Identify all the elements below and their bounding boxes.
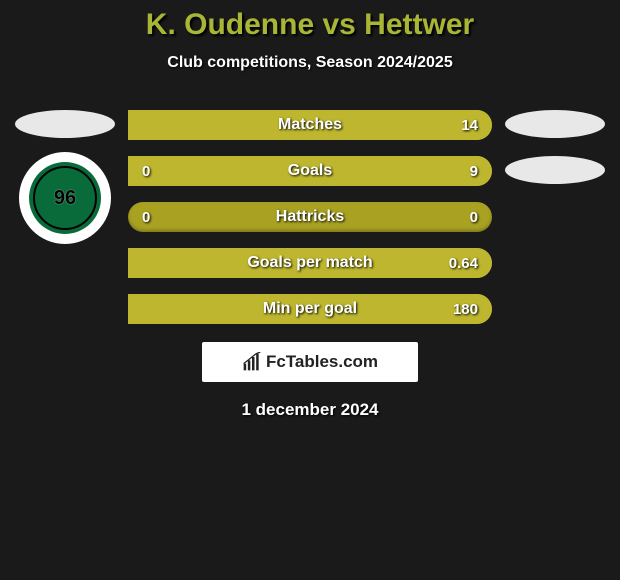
stat-value-right: 9 [470, 163, 478, 180]
comparison-row: 96 14 Matches 0 9 Goals 0 0 Hattricks 0.64 Goals … [0, 110, 620, 324]
stat-label: Min per goal [263, 300, 357, 318]
stat-bars: 14 Matches 0 9 Goals 0 0 Hattricks 0.64 Goals per… [120, 110, 500, 324]
date-text: 1 december 2024 [0, 400, 620, 420]
right-player-col [500, 110, 610, 184]
club-badge-text: 96 [54, 187, 76, 210]
stat-value-right: 180 [453, 301, 478, 318]
left-player-col: 96 [10, 110, 120, 240]
stat-label: Goals per match [247, 254, 372, 272]
stat-bar: 14 Matches [128, 110, 492, 140]
stat-bar: 180 Min per goal [128, 294, 492, 324]
stat-label: Matches [278, 116, 342, 134]
stat-bar: 0 0 Hattricks [128, 202, 492, 232]
chart-icon [242, 352, 262, 372]
stat-value-left: 0 [142, 163, 150, 180]
brand-badge: FcTables.com [202, 342, 418, 382]
comparison-card: K. Oudenne vs Hettwer Club competitions,… [0, 0, 620, 420]
stat-bar: 0.64 Goals per match [128, 248, 492, 278]
stat-value-right: 0 [470, 209, 478, 226]
page-title: K. Oudenne vs Hettwer [0, 8, 620, 42]
club-badge-left: 96 [23, 156, 107, 240]
player-photo-placeholder-right-1 [505, 110, 605, 138]
stat-label: Hattricks [276, 208, 344, 226]
subtitle: Club competitions, Season 2024/2025 [0, 54, 620, 72]
player-photo-placeholder-left [15, 110, 115, 138]
stat-value-right: 0.64 [449, 255, 478, 272]
stat-value-left: 0 [142, 209, 150, 226]
stat-value-right: 14 [461, 117, 478, 134]
player-photo-placeholder-right-2 [505, 156, 605, 184]
stat-bar: 0 9 Goals [128, 156, 492, 186]
brand-text: FcTables.com [266, 352, 378, 372]
stat-label: Goals [288, 162, 332, 180]
